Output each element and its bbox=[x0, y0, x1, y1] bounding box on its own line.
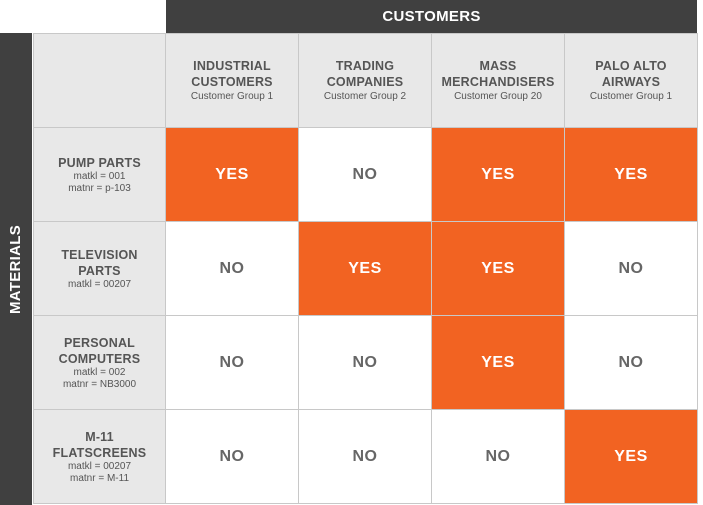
column-name: MERCHANDISERS bbox=[441, 74, 555, 89]
column-name: PALO ALTO bbox=[595, 58, 667, 73]
column-header-palo-alto-airways: PALO ALTO AIRWAYS Customer Group 1 bbox=[564, 33, 698, 128]
row-header-m11-flatscreens: M-11 FLATSCREENS matkl = 00207 matnr = M… bbox=[33, 409, 166, 504]
materials-customers-matrix: INDUSTRIAL CUSTOMERS Customer Group 1 TR… bbox=[33, 33, 698, 504]
matrix-cell: NO bbox=[431, 409, 565, 504]
row-name: FLATSCREENS bbox=[52, 445, 147, 460]
column-name: CUSTOMERS bbox=[191, 74, 273, 89]
row-detail: matkl = 002 bbox=[73, 366, 126, 378]
row-detail: matnr = p-103 bbox=[68, 182, 131, 194]
row-detail: matkl = 001 bbox=[73, 170, 126, 182]
row-name: PERSONAL bbox=[63, 335, 136, 350]
column-name: AIRWAYS bbox=[601, 74, 661, 89]
row-name: M-11 bbox=[85, 429, 114, 444]
column-group: Customer Group 1 bbox=[190, 90, 274, 102]
column-name: COMPANIES bbox=[326, 74, 404, 89]
column-name: INDUSTRIAL bbox=[193, 58, 271, 73]
matrix-row-television-parts: TELEVISION PARTS matkl = 00207 NO YES YE… bbox=[33, 221, 698, 316]
matrix-cell: NO bbox=[165, 221, 299, 316]
matrix-row-pump-parts: PUMP PARTS matkl = 001 matnr = p-103 YES… bbox=[33, 127, 698, 222]
matrix-cell: YES bbox=[165, 127, 299, 222]
row-detail: matkl = 00207 bbox=[67, 278, 132, 290]
column-header-row: INDUSTRIAL CUSTOMERS Customer Group 1 TR… bbox=[33, 33, 698, 128]
row-name: PARTS bbox=[78, 263, 121, 278]
row-header-pump-parts: PUMP PARTS matkl = 001 matnr = p-103 bbox=[33, 127, 166, 222]
row-name: PUMP PARTS bbox=[58, 155, 141, 170]
matrix-cell: YES bbox=[431, 127, 565, 222]
matrix-cell: YES bbox=[564, 409, 698, 504]
matrix-cell: NO bbox=[298, 315, 432, 410]
row-detail: matnr = M-11 bbox=[70, 472, 129, 484]
corner-cell bbox=[33, 33, 166, 128]
matrix-cell: YES bbox=[431, 221, 565, 316]
matrix-cell: NO bbox=[165, 315, 299, 410]
column-group: Customer Group 1 bbox=[589, 90, 673, 102]
matrix-cell: YES bbox=[564, 127, 698, 222]
materials-header-band: MATERIALS bbox=[0, 33, 32, 505]
column-header-mass-merchandisers: MASS MERCHANDISERS Customer Group 20 bbox=[431, 33, 565, 128]
matrix-cell: YES bbox=[298, 221, 432, 316]
matrix-row-personal-computers: PERSONAL COMPUTERS matkl = 002 matnr = N… bbox=[33, 315, 698, 410]
matrix-cell: NO bbox=[298, 127, 432, 222]
matrix-row-m11-flatscreens: M-11 FLATSCREENS matkl = 00207 matnr = M… bbox=[33, 409, 698, 504]
column-header-trading-companies: TRADING COMPANIES Customer Group 2 bbox=[298, 33, 432, 128]
row-detail: matkl = 00207 bbox=[67, 460, 132, 472]
row-detail: matnr = NB3000 bbox=[62, 378, 137, 390]
column-header-industrial-customers: INDUSTRIAL CUSTOMERS Customer Group 1 bbox=[165, 33, 299, 128]
customers-header: CUSTOMERS bbox=[166, 0, 697, 33]
matrix-cell: NO bbox=[165, 409, 299, 504]
column-name: MASS bbox=[479, 58, 517, 73]
matrix-cell: YES bbox=[431, 315, 565, 410]
matrix-cell: NO bbox=[564, 315, 698, 410]
row-name: COMPUTERS bbox=[58, 351, 141, 366]
row-name: TELEVISION bbox=[61, 247, 138, 262]
column-group: Customer Group 20 bbox=[454, 90, 542, 102]
row-header-personal-computers: PERSONAL COMPUTERS matkl = 002 matnr = N… bbox=[33, 315, 166, 410]
materials-header: MATERIALS bbox=[7, 224, 25, 314]
row-header-television-parts: TELEVISION PARTS matkl = 00207 bbox=[33, 221, 166, 316]
column-group: Customer Group 2 bbox=[323, 90, 407, 102]
matrix-cell: NO bbox=[298, 409, 432, 504]
column-name: TRADING bbox=[335, 58, 395, 73]
matrix-cell: NO bbox=[564, 221, 698, 316]
